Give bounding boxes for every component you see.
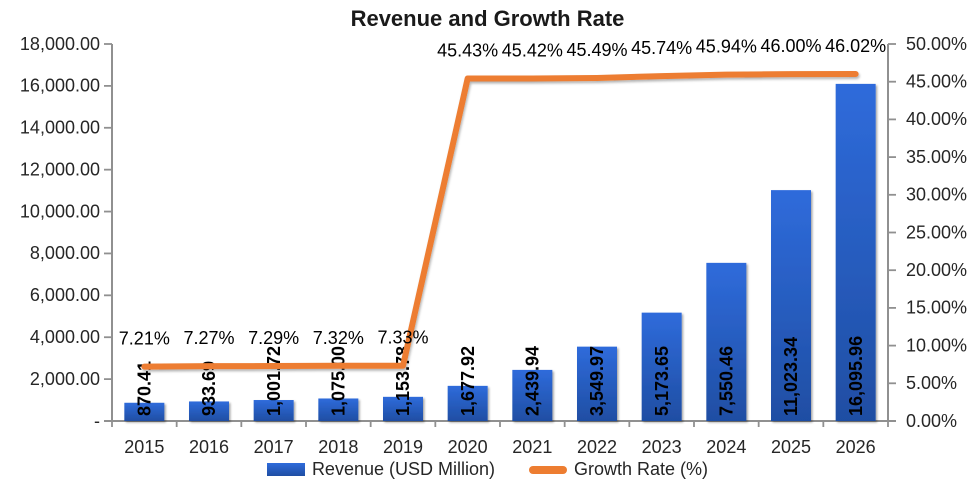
x-axis-label: 2018 [318,437,358,457]
x-axis-label: 2019 [383,437,423,457]
growth-point-label: 45.49% [566,40,627,60]
bar-value-label: 933.69 [199,361,219,416]
x-axis-label: 2025 [771,437,811,457]
revenue-bar-2022[interactable] [577,346,617,421]
y-axis-right-label: 10.00% [906,335,967,355]
revenue-bar-2019[interactable] [383,396,423,421]
revenue-bar-2017[interactable] [253,400,294,421]
y-axis-right-label: 15.00% [906,298,967,318]
y-axis-left-label: 18,000.00 [20,34,100,54]
y-axis-left-label: 6,000.00 [30,285,100,305]
legend-swatch-growth-icon [529,465,567,474]
y-axis-right-label: 0.00% [906,411,957,431]
y-axis-left-label: 4,000.00 [30,327,100,347]
y-axis-right-label: 45.00% [906,71,967,91]
revenue-bar-2023[interactable] [641,312,682,421]
revenue-bar-2018[interactable] [318,398,359,421]
revenue-bar-2016[interactable] [189,401,229,421]
y-axis-right-label: 25.00% [906,222,967,242]
y-axis-right-label: 30.00% [906,185,967,205]
legend-label-revenue: Revenue (USD Million) [311,459,495,479]
y-axis-right-label: 40.00% [906,109,967,129]
bar-value-label: 870.41 [134,361,154,416]
y-axis-left-label: 10,000.00 [20,201,100,221]
x-axis-label: 2024 [706,437,746,457]
growth-point-label: 7.33% [377,328,428,348]
bar-value-label: 5,173.65 [652,346,672,416]
x-axis-label: 2023 [642,437,682,457]
bar-value-label: 16,095.96 [846,336,866,416]
revenue-bar-2025[interactable] [771,190,811,421]
x-axis-label: 2017 [254,437,294,457]
growth-point-label: 7.27% [183,328,234,348]
x-axis-label: 2022 [577,437,617,457]
bar-value-label: 7,550.46 [716,346,736,416]
bar-value-label: 2,439.94 [522,346,542,416]
y-axis-right-label: 50.00% [906,34,967,54]
bar-value-label: 11,023.34 [781,337,801,416]
chart-legend: Revenue (USD Million) Growth Rate (%) [0,459,975,480]
growth-point-label: 46.00% [760,36,821,56]
growth-point-label: 45.94% [696,37,757,57]
y-axis-left-label: - [94,411,100,431]
growth-point-label: 45.43% [437,40,498,60]
revenue-bar-2020[interactable] [447,385,488,421]
legend-item-revenue[interactable]: Revenue (USD Million) [266,459,495,480]
legend-swatch-revenue-icon [266,463,305,476]
legend-item-growth[interactable]: Growth Rate (%) [529,459,708,480]
growth-point-label: 7.29% [248,328,299,348]
growth-point-label: 45.42% [502,41,563,61]
legend-label-growth: Growth Rate (%) [574,459,709,479]
bar-value-label: 3,549.97 [587,346,607,416]
y-axis-right-label: 20.00% [906,260,967,280]
x-axis-label: 2026 [836,437,876,457]
growth-point-label: 7.32% [313,328,364,348]
revenue-bar-2021[interactable] [512,369,553,421]
y-axis-left-label: 12,000.00 [20,159,100,179]
bar-value-label: 1,677.92 [458,346,478,416]
y-axis-right-label: 35.00% [906,147,967,167]
x-axis-label: 2015 [124,437,164,457]
revenue-bar-2024[interactable] [706,262,747,421]
growth-point-label: 45.74% [631,38,692,58]
y-axis-left-label: 14,000.00 [20,118,100,138]
revenue-bar-2026[interactable] [835,83,876,421]
y-axis-right-label: 5.00% [906,373,957,393]
y-axis-left-label: 8,000.00 [30,243,100,263]
revenue-bar-2015[interactable] [124,402,165,421]
growth-point-label: 46.02% [825,36,886,56]
bar-value-label: 1,075.00 [328,346,348,416]
x-axis-label: 2016 [189,437,229,457]
bar-value-label: 1,001.72 [264,346,284,416]
y-axis-left-label: 2,000.00 [30,369,100,389]
chart-title: Revenue and Growth Rate [350,6,625,31]
y-axis-left-label: 16,000.00 [20,76,100,96]
x-axis-label: 2020 [448,437,488,457]
growth-rate-line[interactable] [141,71,859,370]
growth-point-label: 7.21% [119,329,170,349]
x-axis-label: 2021 [512,437,552,457]
